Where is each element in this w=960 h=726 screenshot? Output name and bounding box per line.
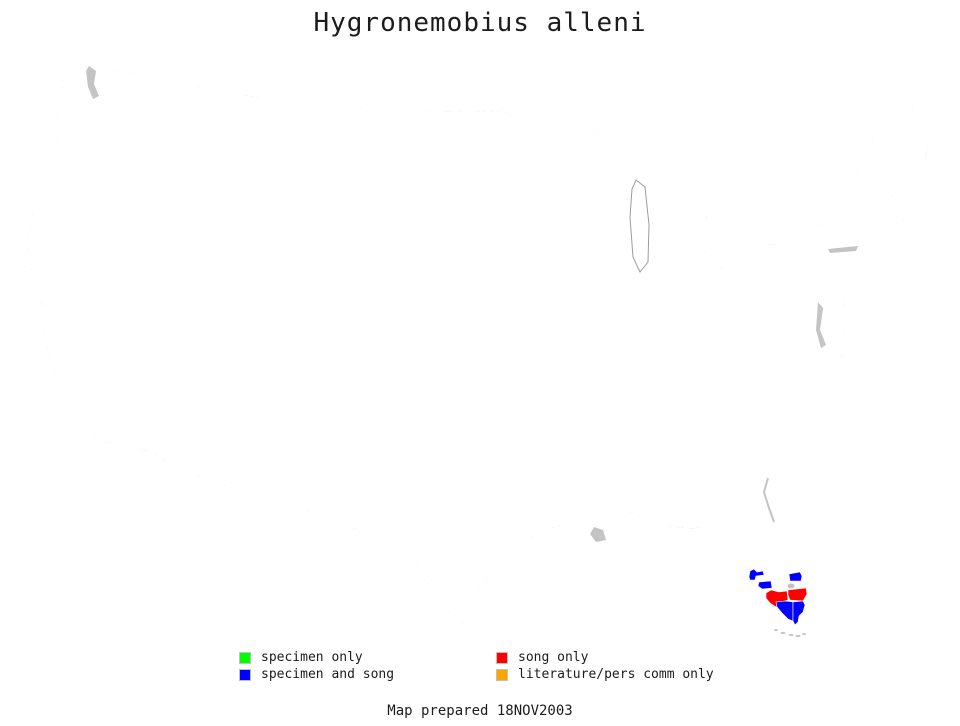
legend-item-specimen-and-song: specimen and song — [239, 666, 394, 683]
legend-column-specimen: specimen only specimen and song — [239, 649, 394, 683]
legend-item-specimen-only: specimen only — [239, 649, 394, 666]
highlight-county-tampa-bay — [748, 568, 765, 581]
georgia-barrier-islands — [762, 477, 775, 523]
highlight-county-south-central — [787, 587, 808, 602]
lake-michigan — [629, 179, 650, 273]
song-only-swatch — [496, 651, 508, 664]
literature-swatch — [496, 668, 508, 681]
puget-sound — [86, 66, 99, 99]
specimen-and-song-swatch — [239, 668, 251, 681]
legend-label-literature: literature/pers comm only — [518, 667, 714, 682]
legend-label-specimen-only: specimen only — [261, 650, 363, 665]
highlighted-counties — [748, 568, 808, 626]
chesapeake-bay — [816, 302, 826, 348]
florida-keys — [774, 629, 806, 637]
page-title: Hygronemobius alleni — [313, 8, 647, 38]
map-prepared-date: Map prepared 18NOV2003 — [387, 703, 573, 719]
highlight-county-far-southwest — [775, 600, 794, 622]
mississippi-delta — [590, 527, 606, 542]
us-coastline — [26, 61, 929, 629]
specimen-only-swatch — [239, 651, 251, 664]
water-accents — [86, 66, 858, 637]
legend-item-literature: literature/pers comm only — [496, 666, 714, 683]
highlight-county-southeast — [792, 600, 806, 626]
legend-label-song-only: song only — [518, 650, 589, 665]
highlight-county-atlantic-coast — [788, 571, 803, 582]
long-island — [828, 246, 858, 253]
highlight-county-sarasota — [757, 580, 773, 590]
legend-column-song: song only literature/pers comm only — [496, 649, 714, 683]
legend-label-specimen-and-song: specimen and song — [261, 667, 395, 682]
legend-item-song-only: song only — [496, 649, 714, 666]
lake-okeechobee — [787, 583, 795, 589]
